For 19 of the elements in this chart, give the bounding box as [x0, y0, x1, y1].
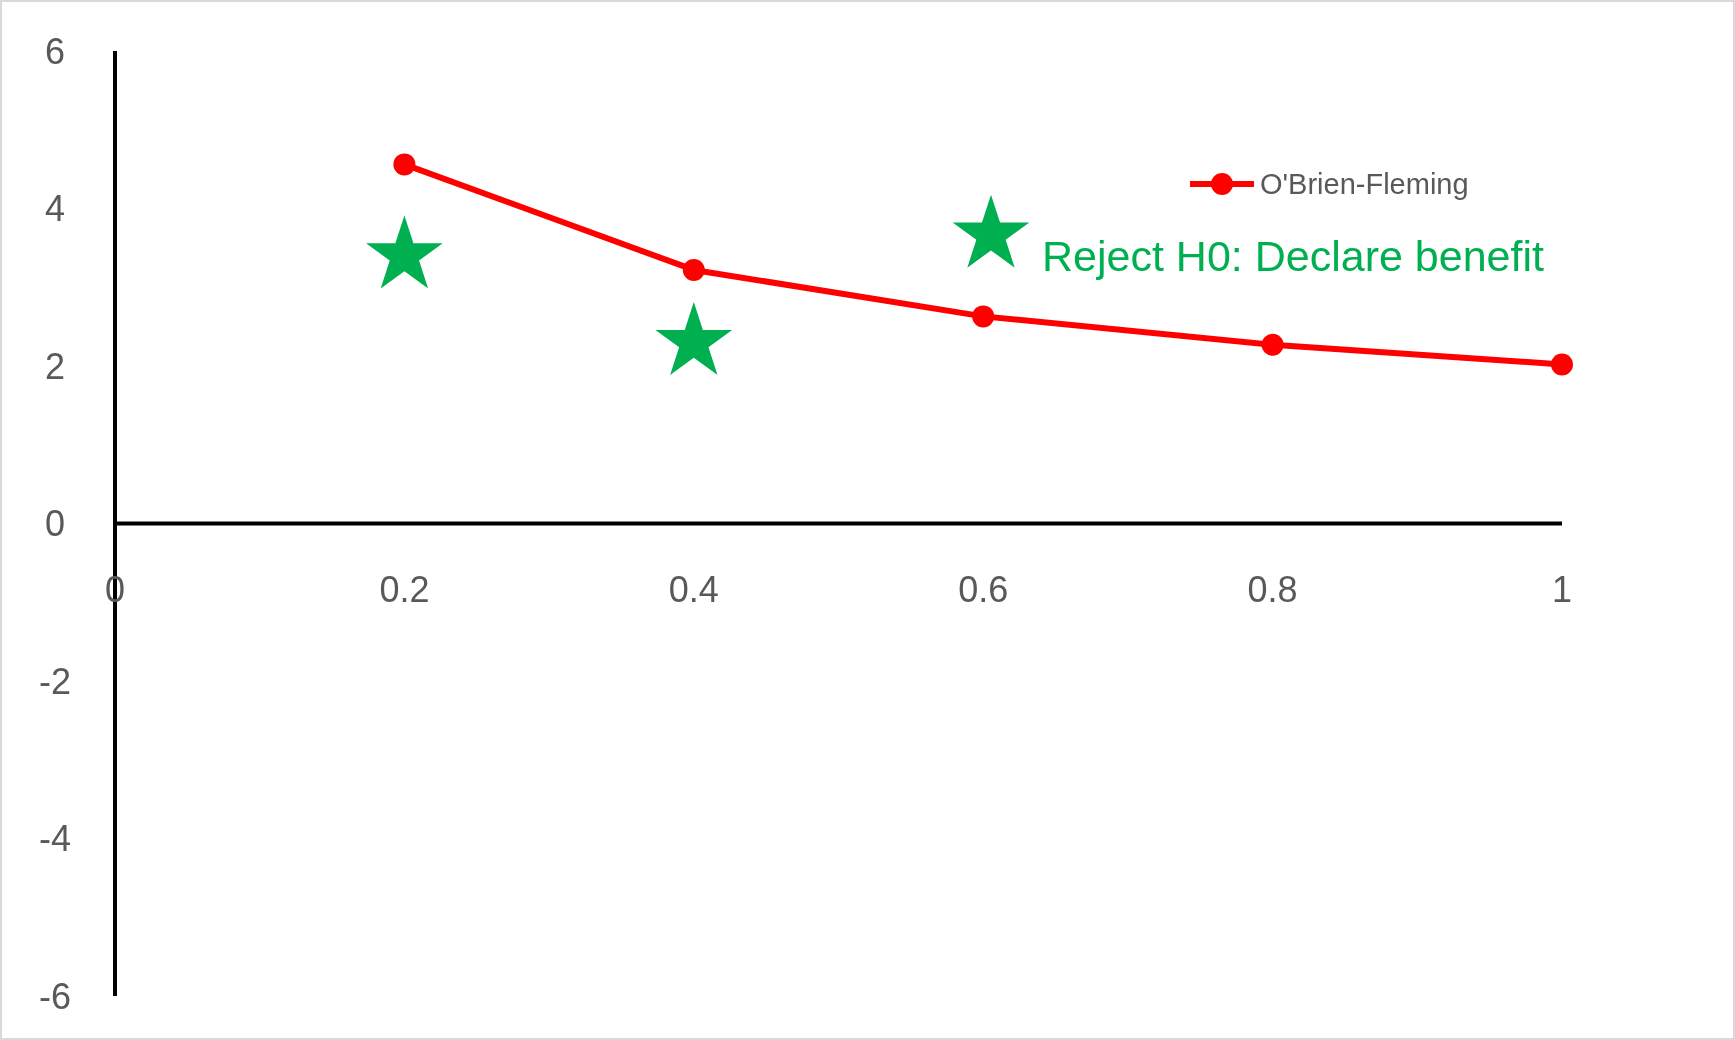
legend-label: Reject H0: Declare benefit — [1042, 232, 1544, 281]
legend-label: O'Brien-Fleming — [1260, 168, 1469, 201]
x-tick-label: 0.8 — [1247, 568, 1298, 610]
x-tick-label: 1 — [1551, 568, 1573, 610]
x-tick-label: 0.2 — [379, 568, 430, 610]
y-tick-label: 2 — [44, 345, 66, 387]
y-tick-label: -4 — [38, 818, 72, 860]
x-tick-label: 0.6 — [958, 568, 1009, 610]
point — [1261, 333, 1284, 356]
x-tick-label: 0.4 — [668, 568, 719, 610]
point — [1551, 353, 1573, 376]
y-tick-label: -6 — [38, 975, 72, 1017]
y-tick-label: 0 — [44, 503, 66, 545]
point — [682, 258, 705, 281]
point — [393, 153, 416, 176]
y-tick-label: 4 — [44, 188, 66, 230]
y-tick-label: 6 — [44, 30, 66, 72]
point — [972, 305, 995, 328]
y-tick-label: -2 — [38, 660, 72, 702]
